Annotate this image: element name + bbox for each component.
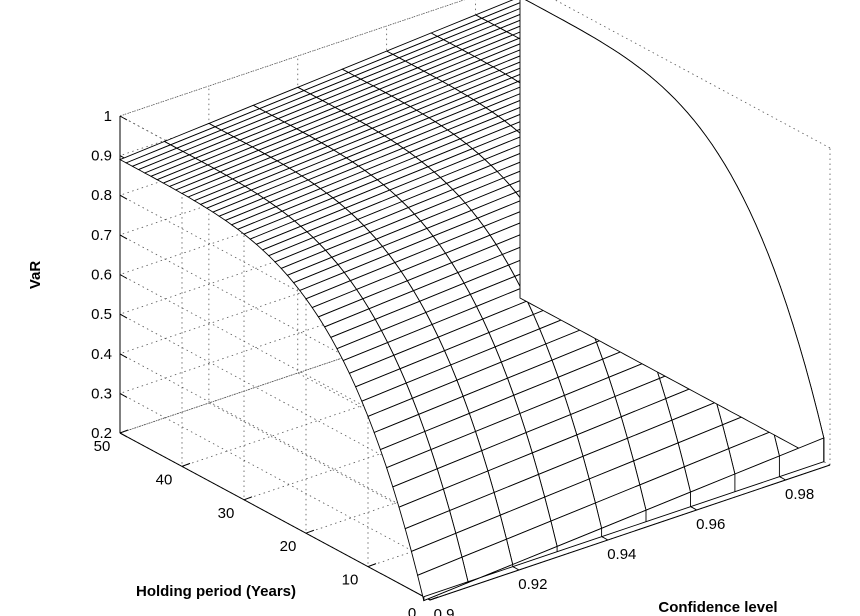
surface-side-curtain <box>519 0 825 463</box>
wall-top-edge <box>119 0 465 117</box>
z-tick <box>119 432 128 438</box>
x-tick-label: 0.9 <box>434 606 455 616</box>
z-tick-label: 1 <box>104 108 112 125</box>
y-tick-label: 30 <box>218 505 235 522</box>
z-tick-label: 0.7 <box>91 227 112 244</box>
x-tick-label: 0.92 <box>518 576 547 593</box>
z-tick-label: 0.8 <box>91 187 112 204</box>
z-tick-label: 0.3 <box>91 385 112 402</box>
z-tick-label: 0.5 <box>91 306 112 323</box>
x-axis-label: Confidence level <box>658 599 777 616</box>
y-tick <box>119 429 129 434</box>
x-axis-line <box>429 464 831 601</box>
z-tick <box>119 234 128 240</box>
y-axis-label: Holding period (Years) <box>136 583 296 600</box>
z-tick-label: 0.6 <box>91 267 112 284</box>
z-tick <box>119 194 128 200</box>
z-tick <box>119 274 128 279</box>
z-tick-label: 0.2 <box>91 425 112 442</box>
y-tick <box>181 462 191 467</box>
y-tick-label: 40 <box>156 471 173 488</box>
z-tick <box>119 115 128 121</box>
z-axis-label: VaR <box>27 261 44 290</box>
z-tick <box>119 313 128 319</box>
y-tick-label: 0 <box>408 605 416 616</box>
z-tick-label: 0.9 <box>91 148 112 165</box>
y-tick-label: 10 <box>342 572 359 589</box>
y-axis-line <box>119 432 431 601</box>
x-tick-label: 0.94 <box>607 546 636 563</box>
z-tick-label: 0.4 <box>91 346 112 363</box>
y-tick <box>243 496 253 501</box>
y-tick <box>429 596 439 601</box>
x-tick-label: 0.98 <box>785 486 814 503</box>
z-tick <box>119 392 128 398</box>
y-tick <box>367 563 377 568</box>
y-tick-label: 50 <box>94 438 111 455</box>
x-tick-label: 0.96 <box>696 516 725 533</box>
surface-mesh <box>118 0 825 602</box>
y-tick-label: 20 <box>280 538 297 555</box>
z-tick <box>119 353 128 359</box>
wall-top-edge-right <box>554 0 831 149</box>
y-tick <box>305 529 315 534</box>
tick-labels: 0.20.30.40.50.60.70.80.91010203040500.90… <box>91 108 814 616</box>
